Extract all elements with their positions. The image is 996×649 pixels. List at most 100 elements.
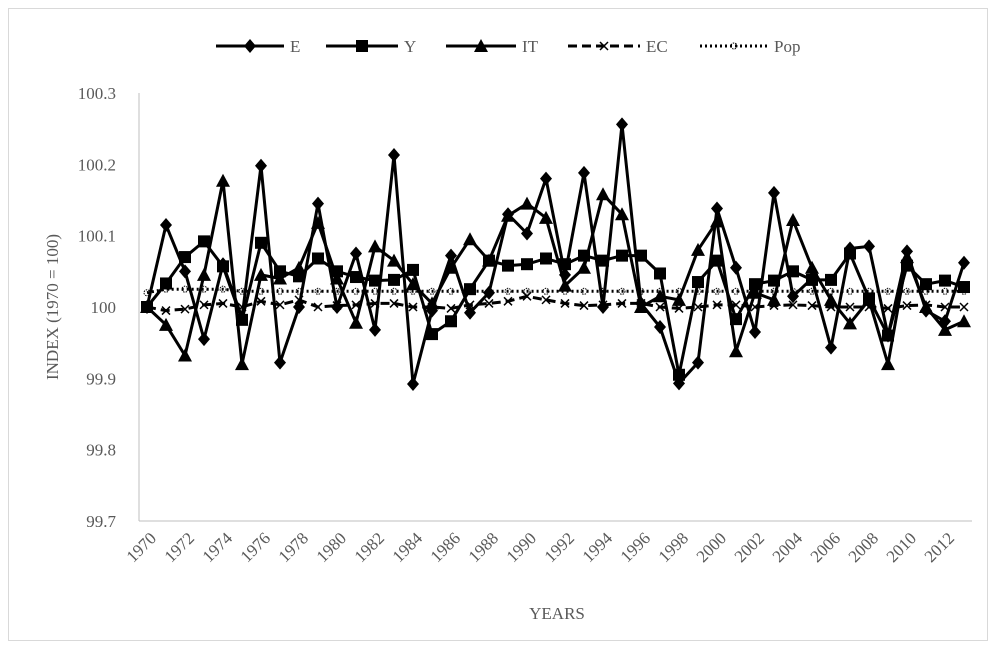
legend-marker: [474, 39, 488, 52]
legend: E Y IT EC Pop: [216, 37, 800, 56]
x-tick-label: 1998: [655, 529, 692, 566]
data-point: [425, 296, 439, 310]
data-point: [578, 165, 590, 180]
data-point: [920, 303, 932, 318]
data-point: [445, 315, 457, 328]
data-point: [407, 377, 419, 392]
data-point: [275, 300, 285, 310]
data-point: [141, 300, 153, 314]
x-tick-label: 2006: [807, 529, 844, 566]
data-point: [181, 285, 189, 293]
data-point: [388, 273, 400, 286]
data-point: [580, 287, 588, 295]
data-point: [273, 271, 287, 285]
y-tick-label: 100.1: [78, 227, 116, 246]
data-point: [805, 260, 819, 274]
data-point: [464, 283, 476, 296]
data-point: [903, 287, 911, 295]
data-point: [901, 244, 913, 259]
data-point: [712, 300, 722, 310]
data-point: [350, 271, 362, 284]
data-point: [523, 287, 531, 295]
x-axis-title: YEARS: [529, 604, 585, 623]
data-point: [616, 249, 628, 262]
data-point: [502, 259, 514, 272]
data-point: [255, 158, 267, 173]
data-point: [408, 302, 418, 312]
data-point: [958, 255, 970, 270]
data-point: [843, 316, 857, 330]
y-axis: 99.7 99.8 99.9 100 100.1 100.2 100.3: [78, 84, 140, 531]
legend-label: Pop: [774, 37, 800, 56]
data-point: [520, 196, 534, 210]
legend-label: IT: [522, 37, 539, 56]
x-tick-label: 1996: [617, 529, 654, 566]
data-point: [333, 287, 341, 295]
data-point: [426, 328, 438, 341]
legend-label: Y: [404, 37, 416, 56]
data-point: [464, 305, 476, 320]
data-point: [219, 285, 227, 293]
data-point: [368, 239, 382, 253]
data-point: [446, 303, 456, 313]
data-point: [293, 300, 305, 314]
data-point: [637, 287, 645, 295]
legend-label: E: [290, 37, 300, 56]
data-point: [654, 267, 666, 280]
x-tick-label: 1980: [313, 529, 350, 566]
data-point: [786, 212, 800, 226]
x-tick-label: 1970: [123, 529, 160, 566]
data-point: [199, 300, 209, 310]
x-tick-label: 1986: [427, 529, 464, 566]
legend-item-y: Y: [326, 37, 416, 56]
x-tick-label: 1988: [465, 529, 502, 566]
series-pop: [143, 285, 968, 297]
data-point: [197, 267, 211, 281]
data-point: [788, 300, 798, 310]
data-point: [882, 328, 894, 343]
data-point: [597, 300, 609, 314]
data-point: [730, 313, 742, 326]
data-point: [331, 300, 343, 314]
data-point: [635, 249, 647, 262]
data-point: [577, 260, 591, 274]
data-point: [845, 302, 855, 312]
y-tick-label: 100.3: [78, 84, 116, 103]
y-tick-label: 100.2: [78, 155, 116, 174]
data-point: [159, 317, 173, 331]
data-point: [865, 287, 873, 295]
legend-label: EC: [646, 37, 668, 56]
series-ec: [142, 291, 969, 316]
data-point: [767, 292, 781, 306]
data-point: [445, 248, 457, 263]
data-point: [387, 253, 401, 267]
x-tick-label: 1978: [275, 529, 312, 566]
data-point: [179, 264, 191, 279]
data-point: [350, 246, 362, 261]
x-tick-label: 1976: [237, 529, 274, 566]
data-point: [428, 287, 436, 295]
data-point: [749, 324, 761, 339]
data-point: [939, 314, 951, 329]
data-point: [198, 332, 210, 347]
data-point: [691, 242, 705, 256]
data-point: [180, 304, 190, 314]
data-point: [863, 292, 875, 305]
data-point: [617, 298, 627, 308]
legend-item-ec: EC: [568, 37, 668, 56]
data-point: [522, 291, 532, 301]
data-point: [768, 185, 780, 200]
data-point: [693, 302, 703, 312]
x-tick-label: 2008: [845, 529, 882, 566]
data-point: [369, 322, 381, 337]
data-point: [256, 296, 266, 306]
data-point: [161, 306, 171, 316]
data-point: [179, 251, 191, 264]
data-point: [521, 226, 533, 241]
data-point: [672, 292, 686, 306]
data-point: [635, 296, 647, 311]
legend-item-it: IT: [446, 37, 539, 56]
data-point: [616, 117, 628, 132]
data-point: [673, 376, 685, 391]
data-point: [560, 298, 570, 308]
